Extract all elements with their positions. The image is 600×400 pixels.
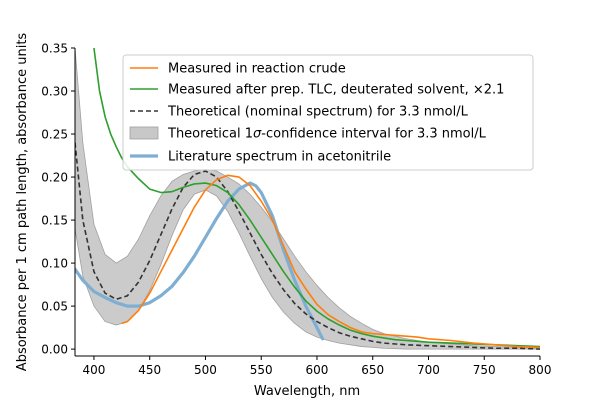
x-tick-label: 700 (417, 363, 440, 377)
series-line-literature (75, 181, 325, 341)
legend-label-ci-prefix: Theoretical 1 (167, 127, 253, 142)
y-tick-label: 0.00 (41, 342, 68, 356)
legend-label-theoretical: Theoretical (nominal spectrum) for 3.3 n… (167, 105, 469, 120)
y-tick-label: 0.20 (41, 170, 68, 184)
x-tick-label: 600 (306, 363, 329, 377)
x-tick-label: 800 (529, 363, 552, 377)
legend-swatch-ci (129, 126, 159, 140)
legend-label-measured-tlc: Measured after prep. TLC, deuterated sol… (168, 83, 504, 98)
y-tick-label: 0.05 (41, 299, 68, 313)
legend-label-ci-suffix: -confidence interval for 3.3 nmol/L (261, 127, 486, 142)
series-line-theoretical (75, 142, 540, 350)
y-tick-label: 0.15 (41, 213, 68, 227)
y-tick-label: 0.10 (41, 256, 68, 270)
x-tick-label: 650 (361, 363, 384, 377)
legend-label-literature: Literature spectrum in acetonitrile (168, 150, 391, 165)
x-tick-label: 550 (250, 363, 273, 377)
legend-label-ci-sigma: σ (253, 127, 262, 142)
series-line-measured-crude (121, 174, 540, 349)
legend-label-measured-crude: Measured in reaction crude (168, 62, 346, 77)
x-ticks: 400 450 500 550 600 650 700 750 800 (83, 356, 552, 377)
y-tick-label: 0.30 (41, 84, 68, 98)
x-tick-label: 500 (194, 363, 217, 377)
legend-box (122, 54, 534, 171)
x-tick-label: 400 (83, 363, 106, 377)
x-tick-label: 750 (473, 363, 496, 377)
y-tick-label: 0.35 (41, 41, 68, 55)
x-axis-label: Wavelength, nm (254, 384, 360, 399)
y-ticks: 0.00 0.05 0.10 0.15 0.20 0.25 0.30 0.35 (41, 41, 75, 356)
legend-label-ci: Theoretical 1σ-confidence interval for 3… (167, 127, 487, 142)
y-axis-label: Absorbance per 1 cm path length, absorba… (15, 33, 30, 372)
y-tick-label: 0.25 (41, 127, 68, 141)
legend: Measured in reaction crude Measured afte… (122, 54, 534, 171)
x-tick-label: 450 (138, 363, 161, 377)
